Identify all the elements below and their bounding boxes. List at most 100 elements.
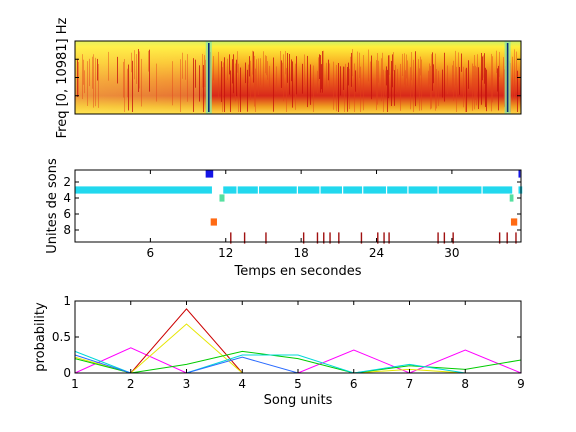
units-marks	[75, 170, 523, 244]
spectrogram-streak	[83, 59, 84, 85]
unit-tick-9	[323, 232, 325, 244]
spectrogram-streak	[233, 54, 234, 94]
spectrogram-streak	[136, 54, 137, 84]
spectrogram-streak	[347, 66, 348, 112]
spectrogram-streak	[475, 65, 476, 100]
spectrogram-streak	[132, 60, 133, 112]
spectrogram-streak	[458, 52, 459, 95]
spectrogram-streak	[185, 60, 186, 80]
units-frame	[74, 169, 522, 243]
spectrogram-streak	[395, 64, 396, 94]
spectrogram-streak	[148, 50, 149, 72]
unit-tick-9	[443, 232, 446, 244]
spectrogram-streak	[370, 61, 371, 92]
unit-tick-9	[388, 232, 390, 244]
unit-tick-9	[452, 232, 454, 244]
spectrogram-streak	[381, 58, 382, 102]
spectrogram-streak	[98, 63, 99, 108]
spectrogram-ylabel: Freq [0, 10981] Hz	[55, 17, 70, 138]
unit-tick-9	[383, 232, 385, 244]
spectrogram-streak	[182, 52, 183, 79]
spectrogram-streak	[429, 63, 430, 85]
unit-segment-1	[205, 170, 214, 178]
spectrogram-streak	[345, 63, 346, 86]
spectrogram-streak	[461, 53, 462, 72]
spectrogram-streak	[87, 61, 88, 106]
spectrogram-streak	[497, 68, 498, 92]
spectrogram-streak	[282, 62, 283, 91]
spectrogram-streak	[474, 54, 475, 110]
unit-tick-9	[437, 232, 439, 244]
spectrogram-streak	[444, 52, 445, 102]
spectrogram-streak	[276, 66, 277, 92]
unit-tick-9	[329, 232, 331, 244]
unit-segment-7	[210, 218, 217, 226]
spectrogram-streak	[266, 56, 267, 76]
unit-gap	[362, 186, 364, 194]
spectrogram-streak	[321, 64, 322, 90]
spectrogram-streak	[223, 62, 224, 96]
spectrogram-streak	[431, 54, 432, 109]
spectrogram-streak	[141, 58, 142, 107]
spectrogram-streak	[237, 51, 238, 73]
spectrogram-streak	[292, 61, 293, 108]
probability-x-tick-label: 9	[517, 377, 525, 391]
spectrogram-streak	[131, 52, 132, 73]
spectrogram-event-line	[208, 43, 210, 112]
spectrogram-streak	[438, 70, 439, 106]
spectrogram-streak	[442, 69, 443, 98]
unit-segment-1	[518, 170, 521, 178]
spectrogram-streak	[97, 58, 98, 81]
spectrogram-streak	[260, 58, 261, 86]
spectrogram-streak	[202, 53, 203, 88]
unit-tick-9	[230, 232, 232, 244]
spectrogram-streak	[82, 54, 83, 100]
spectrogram-streak	[258, 58, 259, 95]
unit-gap	[407, 186, 409, 194]
probability-x-tick-label: 5	[294, 377, 302, 391]
spectrogram-streak	[205, 59, 206, 88]
spectrogram-streak	[430, 65, 431, 110]
spectrogram-streak	[78, 61, 79, 97]
unit-gap	[319, 186, 321, 194]
unit-tick-9	[377, 232, 379, 244]
spectrogram-streak	[203, 65, 204, 112]
spectrogram-streak	[286, 68, 287, 112]
spectrogram-streak	[230, 70, 231, 112]
spectrogram-streak	[387, 69, 388, 112]
spectrogram-streak	[397, 69, 398, 92]
spectrogram-streak	[267, 61, 268, 80]
spectrogram-streak	[483, 55, 484, 78]
probability-x-tick-label: 7	[406, 377, 414, 391]
units-axes-box	[75, 170, 521, 242]
spectrogram-streak	[363, 55, 364, 111]
spectrogram-streak	[320, 55, 321, 93]
spectrogram-streak	[360, 66, 361, 112]
spectrogram-streaks	[77, 41, 518, 114]
spectrogram-streak	[248, 64, 249, 84]
spectrogram-streak	[89, 58, 90, 87]
units-y-tick-label: 6	[63, 207, 71, 221]
probability-y-tick-label: 0.5	[52, 330, 71, 344]
spectrogram-streak	[491, 53, 492, 112]
spectrogram-streak	[289, 53, 290, 95]
spectrogram-streak	[402, 53, 403, 76]
spectrogram-streak	[92, 56, 93, 89]
spectrogram-streak	[117, 56, 118, 84]
spectrogram-streak	[221, 61, 222, 102]
spectrogram-streak	[420, 56, 421, 76]
spectrogram-streak	[406, 54, 407, 79]
spectrogram-streak	[319, 54, 320, 79]
spectrogram-streak	[452, 65, 453, 93]
spectrogram-streak	[486, 69, 487, 112]
spectrogram-streak	[349, 68, 350, 109]
spectrogram-streak	[127, 68, 128, 98]
spectrogram-streak	[238, 63, 239, 112]
spectrogram-streak	[421, 59, 422, 111]
unit-gap	[481, 186, 483, 194]
spectrogram-streak	[172, 61, 173, 106]
probability-x-tick-label: 1	[71, 377, 79, 391]
spectrogram-streak	[255, 68, 256, 112]
unit-gap	[236, 186, 238, 194]
